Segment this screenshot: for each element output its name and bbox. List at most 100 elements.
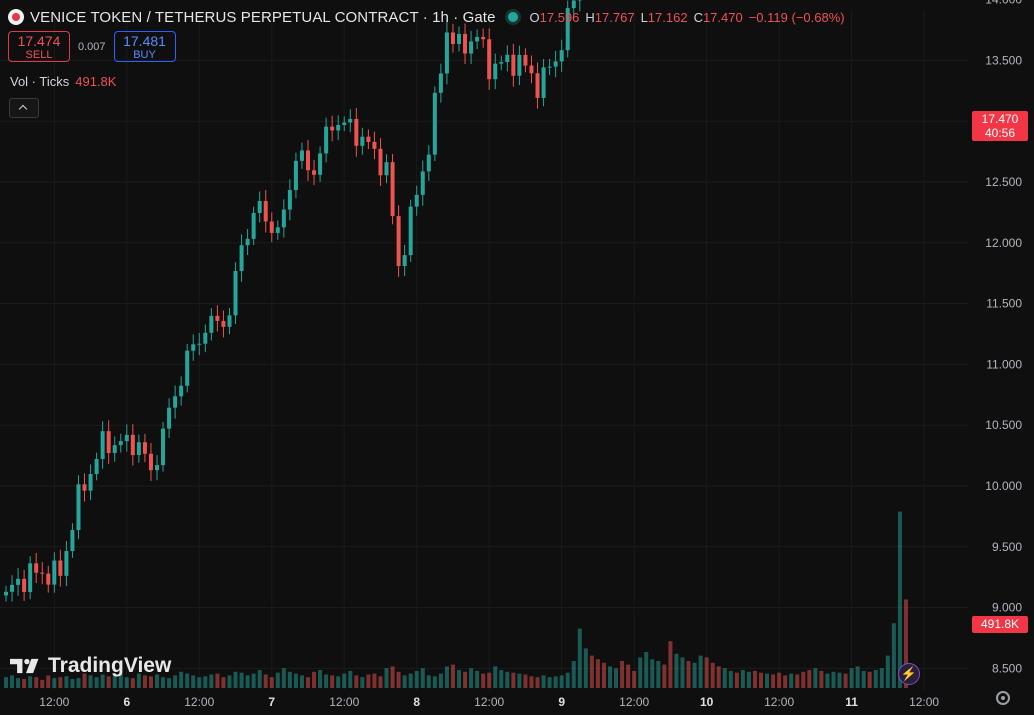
high-value: 17.767 [594,9,635,25]
volume-bar [354,675,359,688]
candle-body [233,270,238,316]
branding-text: TradingView [48,654,172,677]
volume-bar [517,673,522,688]
candle-body [269,221,274,233]
candle-body [16,578,21,585]
volume-bar [257,670,262,688]
candle-body [475,36,480,42]
volume-bar [378,676,383,688]
candle-body [408,206,413,256]
volume-bar [432,676,437,688]
candle-body [106,431,111,454]
volume-bar [336,676,341,688]
volume-bar [384,668,389,688]
time-tick-label: 12:00 [474,695,504,709]
time-axis[interactable]: 12:00 6 12:00 7 12:00 8 12:00 9 12:00 10 12:00 11 12… [39,695,939,709]
price-tick-label: 10.500 [985,418,1022,432]
volume-bar [396,671,401,688]
price-tick-label: 10.000 [985,479,1022,493]
volume-bar [251,673,256,688]
volume-bar [191,675,196,688]
candle-body [559,50,564,62]
volume-legend[interactable]: Vol · Ticks 491.8K [10,74,116,89]
volume-bar [614,668,619,688]
symbol-icon[interactable] [8,9,24,25]
volume-bar [716,666,721,688]
spread-value: 0.007 [78,40,106,53]
candle-body [438,73,443,93]
volume-bar [547,677,552,688]
candle-body [487,39,492,80]
candle-body [130,434,135,456]
market-status-icon[interactable] [507,12,518,22]
candle-body [76,484,81,531]
volume-bar [148,676,153,688]
open-value: 17.596 [539,9,580,25]
volume-bar [469,668,474,688]
volume-bar [306,677,310,688]
collapse-chevron-icon[interactable] [9,98,39,118]
candle-body [450,32,455,45]
volume-bar [130,678,135,688]
volume-bar [299,675,304,688]
volume-bar [632,670,637,688]
price-tick-label: 14.000 [985,0,1022,7]
candles [4,0,582,602]
buy-price: 17.481 [123,33,166,49]
volume-bar [861,670,866,688]
tradingview-logo[interactable]: TradingView [10,654,171,678]
volume-bar [263,674,268,688]
bolt-icon[interactable]: ⚡ [898,663,920,685]
candle-body [197,343,202,345]
grid-lines [0,0,968,690]
candle-body [293,160,298,191]
price-tick-label: 9.000 [992,601,1022,615]
volume-bar [662,664,667,688]
volume-bar [565,672,570,688]
candle-body [239,245,244,271]
volume-bar [595,659,600,688]
buy-button[interactable]: 17.481 BUY [113,31,176,62]
candle-body [287,190,292,210]
time-tick-label: 10 [700,695,714,709]
candle-body [118,441,123,446]
volume-bar [390,666,395,688]
candle-body [275,227,280,233]
volume-bar [100,674,105,688]
time-tick-label: 11 [845,695,858,709]
candle-body [541,67,546,98]
volume-bar [668,641,673,688]
gear-icon[interactable] [996,691,1010,705]
volume-bar [46,675,51,688]
time-tick-label: 12:00 [39,695,69,709]
volume-bar [275,672,280,688]
price-tick-label: 9.500 [992,540,1022,554]
price-axis[interactable]: 8.500 9.000 9.500 10.000 10.500 11.000 11.500 1… [985,0,1022,675]
sell-button[interactable]: 17.474 SELL [8,31,70,62]
volume-bar [185,673,190,688]
volume-bar [698,655,703,688]
volume-bar [245,675,250,688]
volume-bar [583,648,588,688]
candle-body [70,530,75,552]
time-tick-label: 9 [558,695,565,709]
candle-body [571,0,576,9]
candle-body [94,458,99,474]
candle-body [378,148,383,176]
volume-bar [88,675,93,688]
trade-panel: 17.474 SELL 0.007 17.481 BUY [8,31,176,62]
volume-bar [620,661,625,688]
candle-body [46,573,51,585]
candle-body [203,332,208,344]
volume-bar [891,623,896,688]
volume-bar [106,676,111,688]
volume-bar [94,677,99,688]
price-tick-label: 11.000 [986,357,1022,371]
volume-bar [475,670,480,688]
candle-body [215,315,220,321]
low-value: 17.162 [647,9,688,25]
volume-bar [608,666,612,688]
symbol-title[interactable]: VENICE TOKEN / TETHERUS PERPETUAL CONTRA… [30,8,496,26]
volume-bar [366,674,371,688]
